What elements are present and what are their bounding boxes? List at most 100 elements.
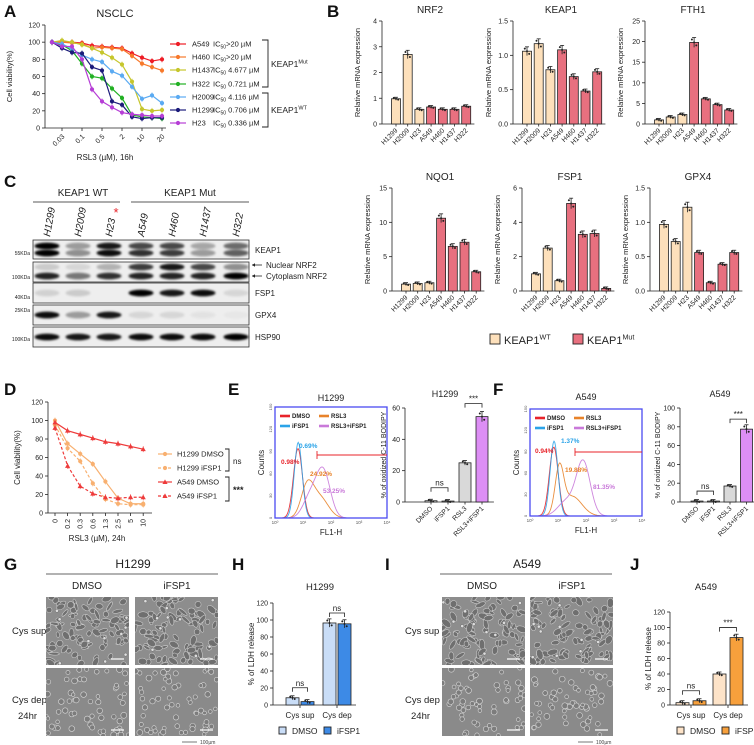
legend-label: A549 iFSP1 xyxy=(177,492,217,501)
panel-label: A xyxy=(4,2,16,21)
rounded-cell xyxy=(141,704,148,711)
panel-label: I xyxy=(385,555,390,574)
data-point xyxy=(89,57,95,62)
legend-label-keap1-mut-base: KEAP1 xyxy=(587,335,622,347)
cell xyxy=(461,659,471,665)
cell xyxy=(61,609,69,617)
legend-swatch xyxy=(721,726,730,735)
protein-band xyxy=(223,272,249,280)
protein-band xyxy=(34,289,60,297)
rounded-cell xyxy=(155,695,162,702)
replicate-dot xyxy=(572,205,575,208)
cell xyxy=(572,609,580,616)
bar xyxy=(414,108,425,125)
y-tick-label: 0 xyxy=(39,511,43,518)
data-point xyxy=(119,110,125,115)
data-point xyxy=(149,108,155,113)
cell xyxy=(442,618,452,628)
y-tick-label: 4 xyxy=(373,19,377,26)
replicate-dot xyxy=(672,238,675,241)
histogram-curve xyxy=(530,446,642,517)
replicate-dot xyxy=(463,104,465,107)
asterisk-marker: * xyxy=(113,205,118,220)
rounded-cell xyxy=(503,697,509,703)
protein-band xyxy=(65,249,91,257)
cell xyxy=(135,620,144,626)
rounded-cell xyxy=(135,668,139,675)
ic50-label: IC50 4.116 µM xyxy=(213,93,259,104)
x-tick-label: H322 xyxy=(593,294,610,311)
y-axis-label: % of LDH release xyxy=(247,622,256,685)
replicate-dot xyxy=(405,283,407,286)
significance-bracket xyxy=(225,448,230,472)
cell xyxy=(163,597,171,602)
replicate-dot xyxy=(454,246,456,249)
cell xyxy=(586,597,593,602)
rounded-cell xyxy=(124,681,129,686)
x-tick-label: 10¹ xyxy=(300,520,307,525)
rounded-cell xyxy=(58,698,65,705)
legend-marker xyxy=(175,120,181,126)
cell xyxy=(46,659,55,665)
x-tick-label: 0.03 xyxy=(52,133,67,148)
x-tick-label: 0.6 xyxy=(90,519,97,529)
replicate-dot xyxy=(406,53,409,56)
cell xyxy=(553,628,562,636)
data-point xyxy=(65,428,71,433)
cell xyxy=(202,659,210,665)
chart-title: H1299 xyxy=(432,389,459,399)
data-point xyxy=(103,479,108,484)
rounded-cell xyxy=(537,710,542,715)
data-point xyxy=(99,59,105,65)
rounded-cell xyxy=(46,716,51,721)
micrograph-header: H1299 xyxy=(115,557,151,571)
x-tick-label: iFSP1 xyxy=(433,505,451,523)
rounded-cell xyxy=(564,694,569,699)
protein-band xyxy=(34,311,60,319)
x-tick-label: 10³ xyxy=(611,518,618,523)
data-point xyxy=(79,42,85,47)
rounded-cell xyxy=(161,686,166,691)
series-line-h23 xyxy=(51,41,162,117)
y-tick-label: 120 xyxy=(523,426,528,433)
cell xyxy=(48,644,57,652)
column-label: DMSO xyxy=(467,581,497,592)
rounded-cell xyxy=(95,694,101,699)
rounded-cell xyxy=(208,723,215,730)
rounded-cell xyxy=(46,730,51,736)
replicate-dot xyxy=(726,108,728,111)
rounded-cell xyxy=(80,691,87,698)
y-tick-label: 90 xyxy=(523,449,528,454)
replicate-dot xyxy=(700,700,703,703)
replicate-dot xyxy=(455,109,458,112)
micrograph-image xyxy=(135,597,218,665)
x-tick-label: 20 xyxy=(156,133,167,144)
significance-label: *** xyxy=(734,410,743,419)
rounded-cell xyxy=(482,651,487,656)
data-point xyxy=(119,102,125,107)
cell xyxy=(77,654,82,661)
y-tick-label: 120 xyxy=(28,23,40,30)
replicate-dot xyxy=(579,231,582,234)
x-tick-label: 1.3 xyxy=(103,519,110,529)
cell xyxy=(470,599,480,604)
replicate-dot xyxy=(420,109,423,112)
bar xyxy=(740,428,753,503)
y-tick-label: 4 xyxy=(513,220,517,227)
ic50-prefix: IC xyxy=(213,40,221,49)
chart-title: A549 xyxy=(575,392,596,402)
panel-label: J xyxy=(630,555,639,574)
y-axis-label: Relative mRNA expression xyxy=(616,28,625,117)
ic50-value: 0.706 µM xyxy=(226,106,260,115)
cell xyxy=(114,623,120,631)
significance-bracket xyxy=(430,487,449,492)
cell xyxy=(158,633,166,643)
lane-label: H322 xyxy=(231,212,246,238)
legend-label: A549 xyxy=(192,40,210,49)
data-point xyxy=(159,107,165,113)
data-point xyxy=(159,101,165,106)
gate-percentage: 19.88% xyxy=(565,467,587,474)
cell xyxy=(213,611,218,618)
gate-percentage: 24.92% xyxy=(310,471,332,478)
rounded-cell xyxy=(477,704,483,709)
